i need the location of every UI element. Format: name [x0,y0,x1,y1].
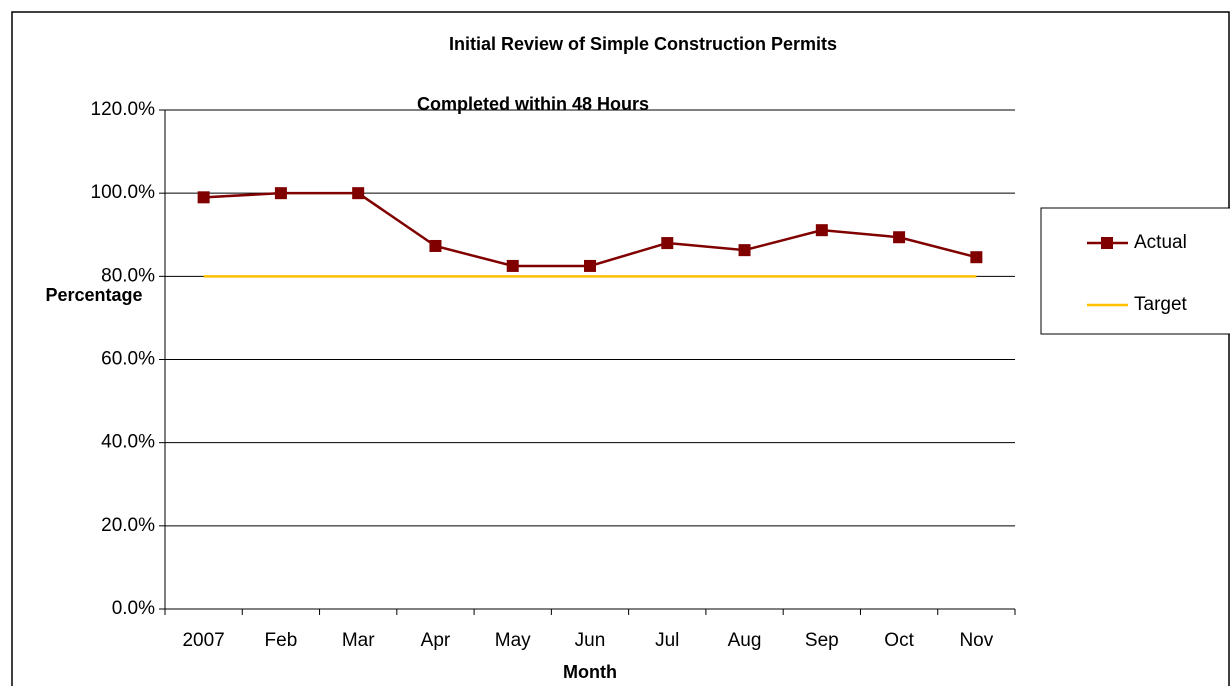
chart-border [11,11,1230,686]
y-tick-label: 40.0% [101,432,155,453]
y-tick-label: 80.0% [101,265,155,286]
data-point [584,259,596,272]
data-point [429,239,442,252]
data-point [970,251,983,264]
x-tick-label: Nov [959,630,993,651]
x-tick-label: May [495,630,531,651]
y-tick-label: 60.0% [101,349,155,370]
x-tick-label: Jul [655,630,679,651]
x-tick-label: Aug [728,630,762,651]
legend-label: Target [1134,294,1188,315]
y-tick-label: 120.0% [91,99,156,120]
chart-subtitle: Completed within 48 Hours [417,94,649,114]
x-tick-label: Feb [265,630,298,651]
legend-box [1040,207,1230,335]
data-point [352,187,365,200]
data-point [815,224,828,237]
x-tick-label: Oct [884,630,914,651]
data-point [738,244,751,257]
legend-marker [1101,237,1113,249]
y-axis-label: Percentage [45,285,142,305]
y-tick-label: 0.0% [112,598,155,619]
chart-title: Initial Review of Simple Construction Pe… [449,34,837,54]
data-point [893,231,906,244]
legend-label: Actual [1134,232,1187,253]
y-tick-label: 20.0% [101,515,155,536]
x-tick-label: Jun [575,630,606,651]
data-point [274,187,287,200]
data-point [506,259,519,272]
data-point [661,237,674,250]
y-tick-label: 100.0% [91,182,156,203]
data-point [197,191,210,204]
x-tick-label: 2007 [182,630,224,651]
x-axis-label: Month [563,662,617,682]
series-line [203,191,977,268]
x-tick-label: Apr [421,630,451,651]
x-tick-label: Mar [342,630,375,651]
x-tick-label: Sep [805,630,839,651]
